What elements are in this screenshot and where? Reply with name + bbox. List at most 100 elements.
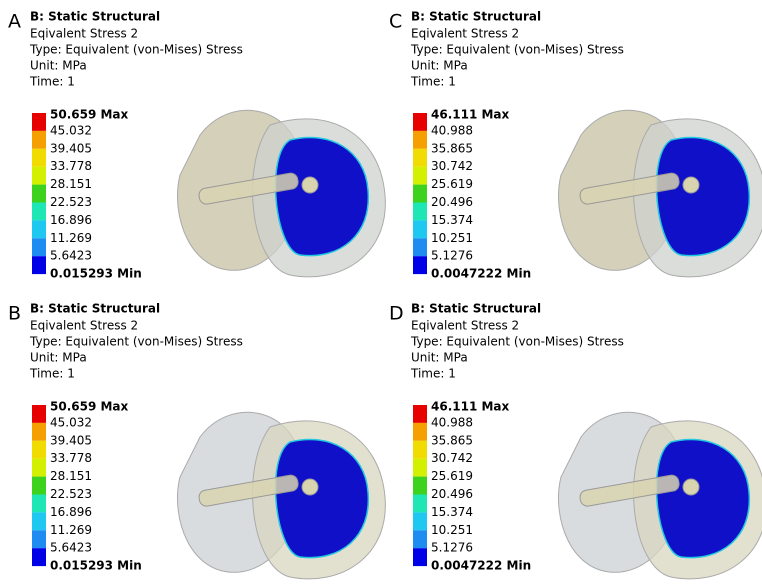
info-line: Time: 1 [29, 367, 75, 381]
legend-label: 35.865 [431, 433, 473, 447]
legend-swatch [413, 423, 427, 441]
info-line: Eqivalent Stress 2 [30, 27, 138, 41]
legend-label: 25.619 [431, 469, 473, 483]
legend-swatch [32, 441, 46, 459]
legend-label: 5.1276 [431, 541, 473, 555]
legend-label: 0.0047222 Min [431, 267, 531, 281]
pin-head [683, 177, 699, 193]
legend-label: 10.251 [431, 523, 473, 537]
legend-swatch [32, 203, 46, 221]
stress-region [276, 439, 369, 557]
legend-swatch [413, 149, 427, 167]
legend-label: 40.988 [431, 123, 473, 137]
legend-swatch [32, 256, 46, 274]
legend-label: 25.619 [431, 177, 473, 191]
pin-head [302, 177, 318, 193]
panel-letter: C [389, 11, 402, 33]
legend-label: 15.374 [431, 505, 473, 519]
legend-swatch [413, 512, 427, 530]
legend-label: 22.523 [50, 195, 92, 209]
legend-label: 30.742 [431, 451, 473, 465]
legend-swatch [413, 185, 427, 203]
legend-swatch [32, 185, 46, 203]
legend-label: 15.374 [431, 213, 473, 227]
legend-label: 0.015293 Min [50, 559, 142, 573]
legend-label: 5.6423 [50, 249, 92, 263]
pin-head [683, 479, 699, 495]
model [559, 110, 762, 277]
legend-label: 46.111 Max [431, 108, 510, 122]
legend-label: 22.523 [50, 487, 92, 501]
legend-label: 33.778 [50, 451, 92, 465]
legend-label: 5.1276 [431, 249, 473, 263]
legend-label: 46.111 Max [431, 400, 510, 414]
legend-label: 28.151 [50, 469, 92, 483]
legend-label: 45.032 [50, 123, 92, 137]
info-line: Unit: MPa [411, 59, 468, 73]
legend-label: 20.496 [431, 195, 473, 209]
legend-label: 11.269 [50, 523, 92, 537]
legend-swatch [413, 167, 427, 185]
info-line: Type: Equivalent (von-Mises) Stress [410, 335, 624, 349]
model [178, 110, 386, 277]
pin-head [302, 479, 318, 495]
legend-swatch [413, 405, 427, 423]
info-line: Unit: MPa [30, 59, 87, 73]
legend-swatch [413, 477, 427, 495]
legend-label: 10.251 [431, 231, 473, 245]
panel-letter: A [8, 11, 21, 33]
legend-label: 16.896 [50, 213, 92, 227]
legend-swatch [32, 405, 46, 423]
legend-label: 50.659 Max [50, 400, 129, 414]
legend-label: 0.0047222 Min [431, 559, 531, 573]
info-line: Eqivalent Stress 2 [411, 27, 519, 41]
legend-swatch [413, 495, 427, 513]
legend-swatch [32, 113, 46, 131]
legend-label: 35.865 [431, 141, 473, 155]
legend-swatch [413, 113, 427, 131]
legend-swatch [413, 203, 427, 221]
legend-label: 50.659 Max [50, 108, 129, 122]
panel-title: B: Static Structural [30, 302, 160, 316]
legend-label: 40.988 [431, 415, 473, 429]
legend-swatch [413, 131, 427, 149]
legend-swatch [32, 238, 46, 256]
panel-letter: D [389, 303, 404, 325]
model [178, 412, 386, 579]
legend-swatch [32, 149, 46, 167]
legend-label: 33.778 [50, 159, 92, 173]
panel-title: B: Static Structural [411, 302, 541, 316]
legend-label: 30.742 [431, 159, 473, 173]
legend-swatch [413, 256, 427, 274]
info-line: Eqivalent Stress 2 [30, 319, 138, 333]
legend-label: 16.896 [50, 505, 92, 519]
legend-label: 5.6423 [50, 541, 92, 555]
legend-swatch [413, 548, 427, 566]
legend-swatch [32, 548, 46, 566]
info-line: Unit: MPa [411, 351, 468, 365]
legend-label: 39.405 [50, 433, 92, 447]
legend-swatch [32, 423, 46, 441]
legend-swatch [32, 477, 46, 495]
info-line: Time: 1 [410, 75, 456, 89]
legend-swatch [413, 238, 427, 256]
legend-label: 11.269 [50, 231, 92, 245]
legend-label: 28.151 [50, 177, 92, 191]
info-line: Type: Equivalent (von-Mises) Stress [29, 335, 243, 349]
info-line: Time: 1 [29, 75, 75, 89]
legend-label: 39.405 [50, 141, 92, 155]
stress-region [276, 137, 369, 255]
panel-letter: B [8, 303, 21, 325]
legend-label: 20.496 [431, 487, 473, 501]
legend-swatch [413, 441, 427, 459]
legend-label: 45.032 [50, 415, 92, 429]
legend-swatch [413, 459, 427, 477]
info-line: Time: 1 [410, 367, 456, 381]
panel: B B: Static Structural Eqivalent Stress 2 T… [8, 302, 385, 579]
info-line: Type: Equivalent (von-Mises) Stress [410, 43, 624, 57]
legend-swatch [413, 530, 427, 548]
legend-swatch [32, 512, 46, 530]
